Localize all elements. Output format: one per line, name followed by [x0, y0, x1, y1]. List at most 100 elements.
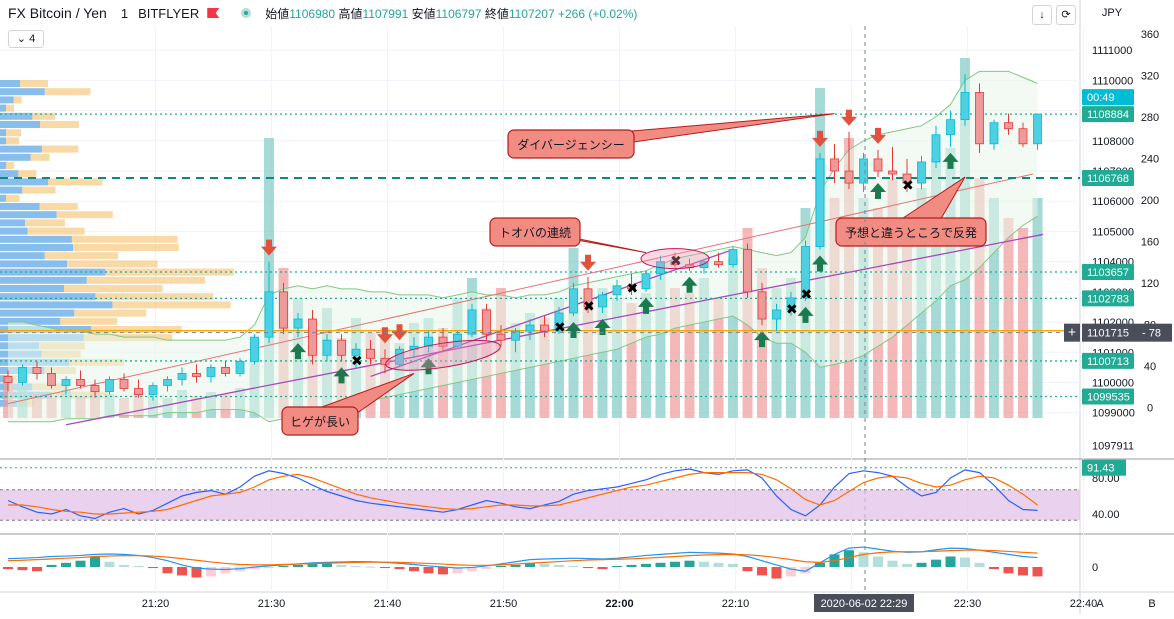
- candle-body: [960, 92, 970, 121]
- price-tick-label: 1106000: [1092, 196, 1134, 208]
- price-label-box: [1082, 388, 1134, 405]
- volume-bar: [728, 258, 738, 418]
- volume-bar: [699, 278, 709, 418]
- macd-histogram-bar: [75, 560, 86, 567]
- volume-profile-bar: [91, 326, 182, 333]
- volume-bar: [641, 293, 651, 418]
- price-label-text: 1099535: [1087, 392, 1130, 404]
- volume-tick-label: 200: [1141, 195, 1159, 207]
- price-label-box: [1082, 352, 1134, 369]
- macd-histogram-bar: [1003, 567, 1014, 574]
- rsi-value-box: [1082, 459, 1126, 476]
- volume-bar: [1018, 228, 1028, 418]
- plus-icon-text: +: [1068, 324, 1076, 340]
- candle-body: [453, 333, 462, 347]
- volume-bar: [786, 278, 796, 418]
- macd-histogram-bar: [597, 567, 608, 570]
- symbol-title[interactable]: FX Bitcoin / Yen: [8, 5, 107, 21]
- auto-scale-button: A: [1096, 598, 1104, 610]
- volume-profile-bar: [0, 235, 72, 243]
- candle-body: [221, 366, 230, 374]
- macd-histogram-bar: [61, 562, 71, 567]
- buy-arrow-icon: [812, 255, 828, 272]
- macd-signal-line: [7, 549, 1038, 566]
- macd-histogram-bar: [583, 567, 593, 569]
- buy-arrow-icon: [942, 152, 959, 169]
- volume-profile-bar: [0, 162, 6, 169]
- exchange-label: BITFLYER: [138, 5, 200, 21]
- price-label-box: [1082, 290, 1134, 307]
- macd-histogram-bar: [394, 567, 405, 570]
- sell-arrow-icon: [841, 109, 857, 126]
- macd-histogram-bar: [713, 562, 724, 567]
- macd-histogram-bar: [32, 567, 42, 572]
- sell-arrow-icon: [391, 324, 408, 341]
- volume-profile-bar: [67, 260, 158, 268]
- volume-profile-bar: [25, 219, 65, 227]
- cross-signal-icon: ✖: [801, 287, 813, 303]
- volume-bar: [974, 178, 985, 418]
- volume-bar: [539, 318, 550, 418]
- price-tick-label: 1111000: [1092, 45, 1132, 57]
- candle-body: [786, 297, 796, 311]
- interval-label[interactable]: 1: [120, 5, 129, 21]
- flag-icon[interactable]: [207, 8, 220, 18]
- volume-profile-bar: [0, 178, 49, 186]
- macd-histogram-bar: [800, 567, 811, 574]
- chart-header: FX Bitcoin / Yen 1 BITFLYER 始値1106980 高値…: [0, 0, 1080, 26]
- macd-histogram-bar: [307, 563, 318, 567]
- callout-text: ダイバージェンシー: [517, 137, 625, 152]
- volume-profile-bar: [60, 317, 118, 325]
- volume-profile-bar: [44, 252, 119, 260]
- rsi-tick-label: 40.00: [1092, 509, 1120, 521]
- macd-histogram-bar: [641, 563, 651, 567]
- time-tick-label: 22:40: [1070, 598, 1098, 610]
- volume-profile-bar: [0, 96, 14, 104]
- volume-profile-bar: [18, 170, 37, 178]
- indicators-toggle[interactable]: ⌄ 4: [8, 30, 44, 48]
- volume-tick-label: 360: [1141, 29, 1159, 41]
- ohlc-readout: 始値1106980 高値1107991 安値1106797 終値1107207 …: [265, 5, 637, 22]
- candle-body: [235, 360, 245, 374]
- volume-profile-bar: [13, 96, 22, 104]
- volume-profile-bar: [27, 227, 85, 235]
- price-label-text: 1102783: [1087, 293, 1129, 305]
- candle-body: [192, 373, 201, 377]
- volume-tick-label: 160: [1141, 237, 1159, 249]
- volume-profile-bar: [0, 252, 45, 260]
- volume-profile-bar: [20, 80, 49, 87]
- volume-profile-bar: [0, 285, 65, 292]
- macd-histogram-bar: [409, 567, 419, 572]
- fullscreen-icon[interactable]: ⟳: [1056, 5, 1076, 25]
- arrow-down-icon[interactable]: ↓: [1032, 5, 1052, 25]
- candle-body: [163, 379, 172, 386]
- volume-profile-bar: [0, 121, 41, 128]
- volume-profile-bar: [0, 137, 6, 145]
- sell-arrow-icon: [870, 127, 886, 144]
- macd-histogram-bar: [206, 567, 216, 577]
- price-label-box: [1082, 106, 1134, 123]
- macd-histogram-bar: [365, 566, 376, 568]
- volume-profile-bar: [73, 244, 179, 251]
- macd-histogram-bar: [17, 567, 28, 571]
- candle-body: [395, 348, 404, 365]
- candle-body: [250, 336, 259, 362]
- volume-bar: [1032, 198, 1043, 418]
- log-scale-button: B: [1148, 598, 1155, 610]
- price-tick-label: 1108000: [1092, 136, 1134, 148]
- rsi-tick-label: 80.00: [1092, 473, 1120, 485]
- price-label-text: 1103657: [1087, 267, 1129, 279]
- macd-histogram-bar: [844, 550, 854, 567]
- crosshair-extra-text: - 78: [1142, 328, 1161, 340]
- volume-profile-bar: [48, 178, 103, 186]
- cross-signal-icon: ✖: [351, 353, 363, 369]
- candle-body: [931, 134, 941, 163]
- macd-histogram-bar: [974, 562, 985, 567]
- candle-body: [32, 366, 42, 374]
- candle-body: [134, 388, 143, 395]
- volume-bar: [989, 198, 999, 418]
- candle-body: [888, 170, 897, 175]
- callout-text: ヒゲが長い: [290, 414, 350, 429]
